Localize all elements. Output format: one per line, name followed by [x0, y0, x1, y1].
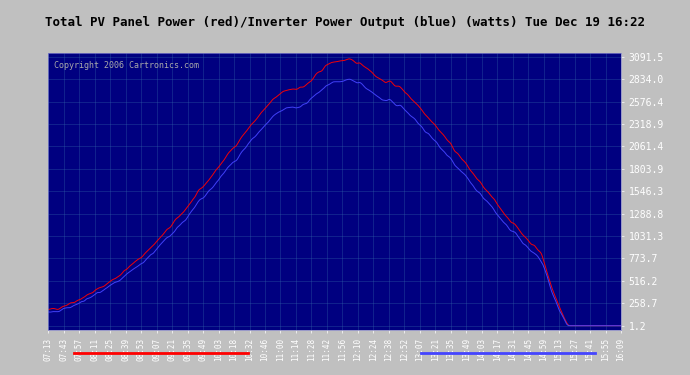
Text: Total PV Panel Power (red)/Inverter Power Output (blue) (watts) Tue Dec 19 16:22: Total PV Panel Power (red)/Inverter Powe…: [45, 16, 645, 29]
Text: Copyright 2006 Cartronics.com: Copyright 2006 Cartronics.com: [54, 61, 199, 70]
